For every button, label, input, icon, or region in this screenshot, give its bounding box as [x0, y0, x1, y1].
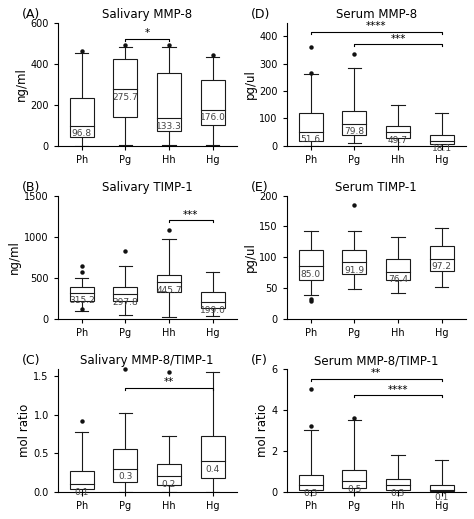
Bar [70, 471, 94, 489]
Text: (E): (E) [251, 181, 269, 194]
Bar [342, 250, 366, 275]
Title: Salivary MMP-8/TIMP-1: Salivary MMP-8/TIMP-1 [81, 354, 214, 367]
Bar [157, 275, 181, 292]
Bar [113, 448, 137, 482]
Y-axis label: ng/ml: ng/ml [9, 240, 21, 274]
Text: *: * [145, 29, 150, 38]
Bar [157, 464, 181, 485]
Bar [386, 259, 410, 280]
Text: **: ** [164, 377, 174, 387]
Text: 0.3: 0.3 [304, 489, 318, 498]
Text: 85.0: 85.0 [301, 270, 321, 279]
Text: 49.7: 49.7 [388, 136, 408, 145]
Text: 0.3: 0.3 [118, 472, 133, 481]
Bar [386, 126, 410, 138]
Y-axis label: mol ratio: mol ratio [256, 403, 269, 457]
Text: 0.2: 0.2 [162, 480, 176, 489]
Text: 445.7: 445.7 [156, 286, 182, 295]
Text: 0.5: 0.5 [347, 485, 362, 494]
Bar [299, 475, 323, 490]
Text: 315.2: 315.2 [69, 296, 95, 306]
Text: ***: *** [391, 34, 406, 44]
Text: 18.1: 18.1 [432, 144, 452, 154]
Text: 97.2: 97.2 [432, 263, 452, 271]
Text: 0.1: 0.1 [435, 493, 449, 502]
Text: 0.4: 0.4 [205, 465, 220, 473]
Bar [299, 250, 323, 280]
Text: (A): (A) [22, 8, 40, 21]
Title: Serum MMP-8: Serum MMP-8 [336, 8, 417, 21]
Bar [299, 113, 323, 141]
Text: (F): (F) [251, 354, 268, 367]
Title: Serum TIMP-1: Serum TIMP-1 [336, 181, 417, 194]
Bar [430, 485, 454, 491]
Text: 96.8: 96.8 [72, 129, 92, 139]
Text: (B): (B) [22, 181, 40, 194]
Bar [70, 99, 94, 138]
Text: 297.8: 297.8 [112, 298, 138, 307]
Bar [430, 135, 454, 144]
Bar [201, 80, 225, 125]
Bar [342, 470, 366, 488]
Title: Salivary MMP-8: Salivary MMP-8 [102, 8, 192, 21]
Bar [70, 288, 94, 301]
Title: Serum MMP-8/TIMP-1: Serum MMP-8/TIMP-1 [314, 354, 438, 367]
Bar [430, 246, 454, 271]
Y-axis label: pg/ul: pg/ul [244, 69, 256, 99]
Text: 199.0: 199.0 [200, 306, 226, 315]
Bar [113, 286, 137, 301]
Text: 76.4: 76.4 [388, 275, 408, 284]
Y-axis label: pg/ul: pg/ul [244, 242, 256, 272]
Text: 79.8: 79.8 [345, 128, 365, 136]
Text: 91.9: 91.9 [345, 266, 365, 275]
Bar [342, 112, 366, 135]
Text: (D): (D) [251, 8, 271, 21]
Text: ****: **** [388, 385, 408, 394]
Bar [201, 292, 225, 308]
Text: 275.7: 275.7 [112, 93, 138, 102]
Text: 51.6: 51.6 [301, 135, 321, 144]
Text: 0.1: 0.1 [74, 488, 89, 497]
Text: (C): (C) [22, 354, 40, 367]
Y-axis label: ng/ml: ng/ml [15, 67, 27, 101]
Title: Salivary TIMP-1: Salivary TIMP-1 [102, 181, 192, 194]
Bar [157, 73, 181, 131]
Text: ****: **** [366, 21, 386, 32]
Bar [386, 479, 410, 490]
Text: 133.3: 133.3 [156, 122, 182, 131]
Text: ***: *** [183, 210, 199, 220]
Text: 0.3: 0.3 [391, 489, 405, 498]
Bar [201, 436, 225, 478]
Text: **: ** [371, 368, 382, 378]
Y-axis label: mol ratio: mol ratio [18, 403, 31, 457]
Bar [113, 60, 137, 117]
Text: 176.0: 176.0 [200, 113, 226, 122]
